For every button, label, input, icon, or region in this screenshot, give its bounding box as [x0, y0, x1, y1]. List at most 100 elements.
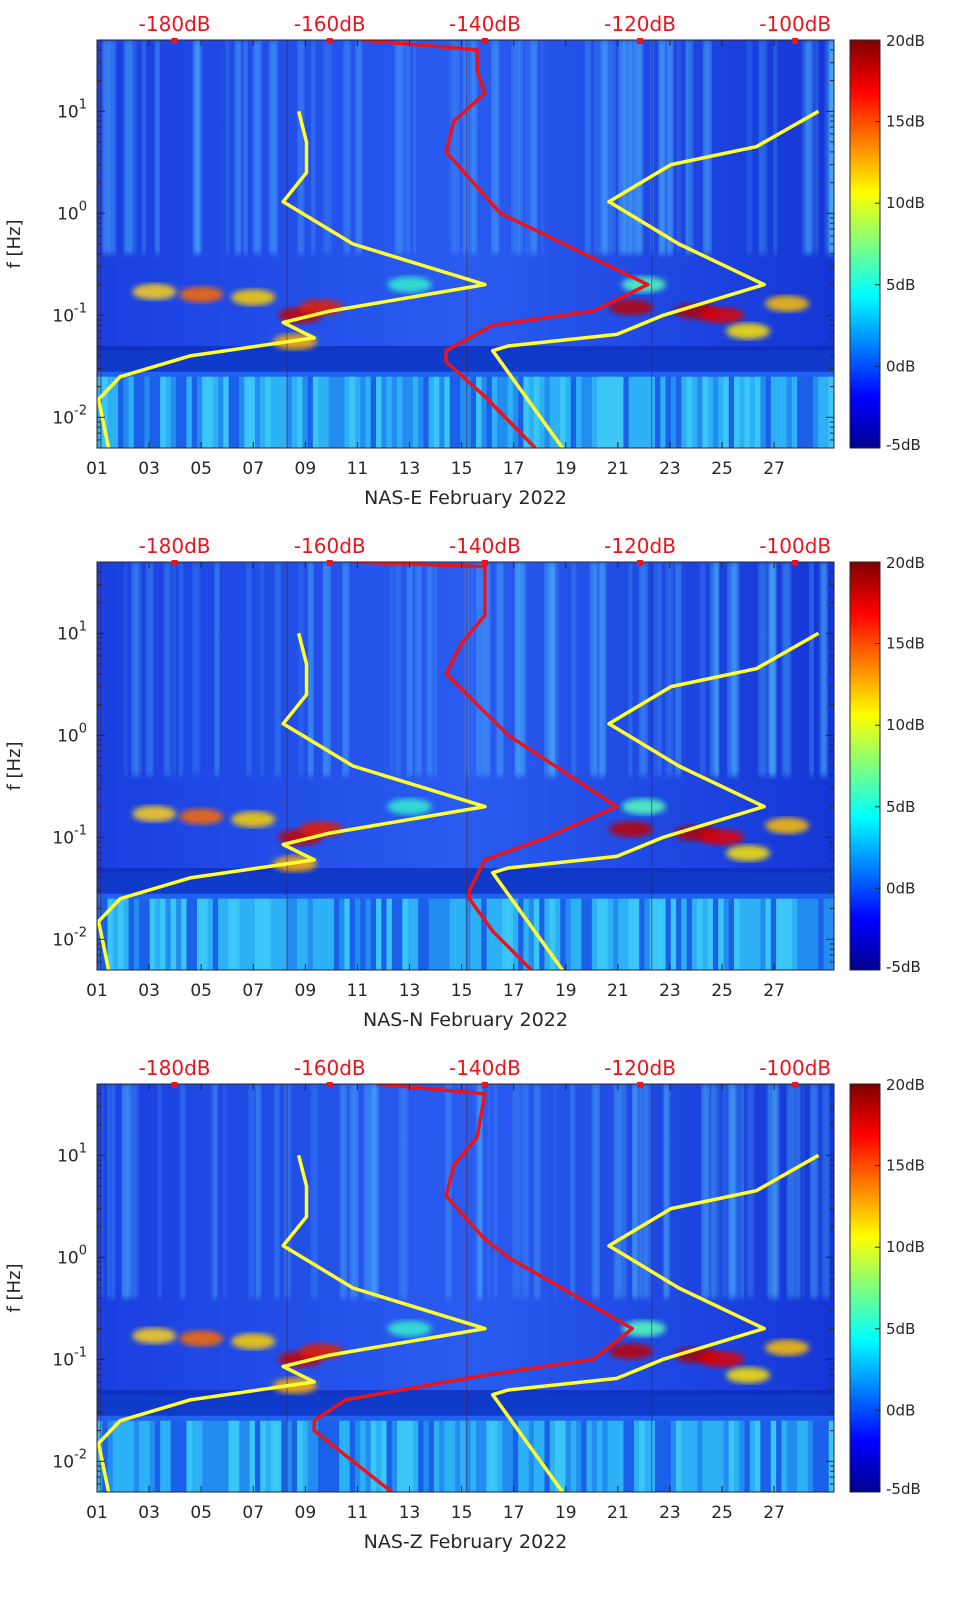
y-axis-label: f [Hz]: [4, 741, 25, 790]
y-tick-exponent: -1: [74, 301, 87, 316]
low-frequency-stripe: [428, 376, 435, 448]
low-frequency-stripe: [123, 376, 130, 448]
low-frequency-stripe: [528, 898, 535, 970]
low-frequency-stripe: [570, 1420, 577, 1492]
x-tick-label: 25: [711, 459, 733, 479]
x-tick-label: 15: [451, 459, 473, 479]
event-streak: [553, 1084, 557, 1298]
low-frequency-stripe: [418, 376, 424, 448]
low-frequency-stripe: [791, 1420, 798, 1492]
low-frequency-stripe: [407, 1420, 414, 1492]
event-streak: [632, 1084, 638, 1298]
low-frequency-stripe: [428, 898, 435, 970]
low-frequency-stripe: [539, 898, 546, 970]
event-streak: [701, 1084, 710, 1298]
x-tick-label: 11: [347, 459, 369, 479]
low-frequency-stripe: [312, 1420, 319, 1492]
event-streak: [471, 40, 475, 254]
event-streak: [482, 562, 490, 776]
low-frequency-stripe: [828, 898, 834, 970]
low-frequency-stripe: [633, 376, 640, 448]
low-frequency-stripe: [544, 898, 551, 970]
event-streak: [249, 1084, 255, 1298]
x-tick-label: 21: [607, 981, 629, 1001]
microseism-hotspot: [608, 1343, 653, 1360]
low-frequency-stripe: [333, 376, 340, 448]
low-frequency-stripe: [354, 898, 361, 970]
low-frequency-stripe: [118, 376, 124, 448]
low-frequency-stripe: [133, 1420, 140, 1492]
low-frequency-stripe: [481, 376, 488, 448]
low-frequency-stripe: [791, 376, 798, 448]
low-frequency-stripe: [597, 376, 603, 448]
low-frequency-stripe: [512, 376, 519, 448]
low-frequency-stripe: [181, 1420, 188, 1492]
low-frequency-stripe: [412, 1420, 419, 1492]
low-frequency-stripe: [254, 1420, 261, 1492]
event-streak: [773, 40, 777, 254]
x-tick-label: 21: [607, 1503, 629, 1523]
low-frequency-stripe: [807, 376, 814, 448]
event-streak: [275, 562, 281, 776]
low-frequency-stripe: [197, 1420, 203, 1492]
low-frequency-stripe: [733, 1420, 740, 1492]
event-streak: [269, 40, 278, 254]
low-frequency-stripe: [681, 1420, 688, 1492]
low-frequency-stripe: [823, 1420, 830, 1492]
low-frequency-stripe: [607, 1420, 614, 1492]
top-axis-label: -120dB: [604, 534, 676, 558]
low-frequency-stripe: [165, 376, 172, 448]
event-streak: [260, 562, 264, 776]
low-frequency-stripe: [191, 898, 198, 970]
low-frequency-stripe: [144, 1420, 151, 1492]
low-frequency-stripe: [102, 898, 109, 970]
low-frequency-stripe: [412, 376, 419, 448]
event-streak: [669, 562, 673, 776]
low-frequency-stripe: [476, 898, 482, 970]
low-frequency-stripe: [170, 376, 177, 448]
low-frequency-stripe: [628, 1420, 635, 1492]
colorbar-label: 10dB: [886, 716, 925, 734]
low-frequency-stripe: [291, 376, 298, 448]
event-streak: [179, 562, 183, 776]
y-tick-label: 101: [57, 1141, 87, 1166]
low-frequency-stripe: [223, 376, 230, 448]
event-streak: [323, 562, 331, 776]
dark-band: [97, 868, 834, 894]
low-frequency-stripe: [333, 898, 340, 970]
low-frequency-stripe: [723, 1420, 730, 1492]
x-tick-label: 23: [659, 981, 681, 1001]
event-streak: [711, 1084, 714, 1298]
low-frequency-stripe: [302, 1420, 309, 1492]
y-tick-exponent: -2: [74, 403, 87, 418]
event-streak: [620, 1084, 627, 1298]
low-frequency-stripe: [528, 376, 535, 448]
y-tick-label: 101: [57, 619, 87, 644]
low-frequency-stripe: [260, 898, 267, 970]
low-frequency-stripe: [270, 1420, 277, 1492]
event-streak: [395, 40, 403, 254]
colorbar-label: 0dB: [886, 357, 915, 375]
low-frequency-stripe: [354, 376, 361, 448]
low-frequency-stripe: [633, 898, 640, 970]
low-frequency-stripe: [739, 1420, 746, 1492]
low-frequency-stripe: [691, 1420, 698, 1492]
event-streak: [308, 562, 314, 776]
microseism-hotspot: [765, 817, 810, 834]
event-streak: [686, 40, 693, 254]
event-streak: [311, 40, 315, 254]
low-frequency-stripe: [170, 1420, 177, 1492]
low-frequency-stripe: [370, 376, 377, 448]
top-axis-label: -120dB: [604, 1056, 676, 1080]
low-frequency-stripe: [591, 1420, 598, 1492]
low-frequency-stripe: [318, 1420, 324, 1492]
low-frequency-stripe: [175, 898, 182, 970]
event-streak: [645, 1084, 652, 1298]
low-frequency-stripe: [233, 898, 240, 970]
low-frequency-stripe: [112, 376, 119, 448]
low-frequency-stripe: [223, 1420, 230, 1492]
event-streak: [623, 40, 632, 254]
y-tick-label: 100: [57, 199, 87, 224]
low-frequency-stripe: [107, 898, 114, 970]
x-tick-label: 17: [503, 1503, 525, 1523]
